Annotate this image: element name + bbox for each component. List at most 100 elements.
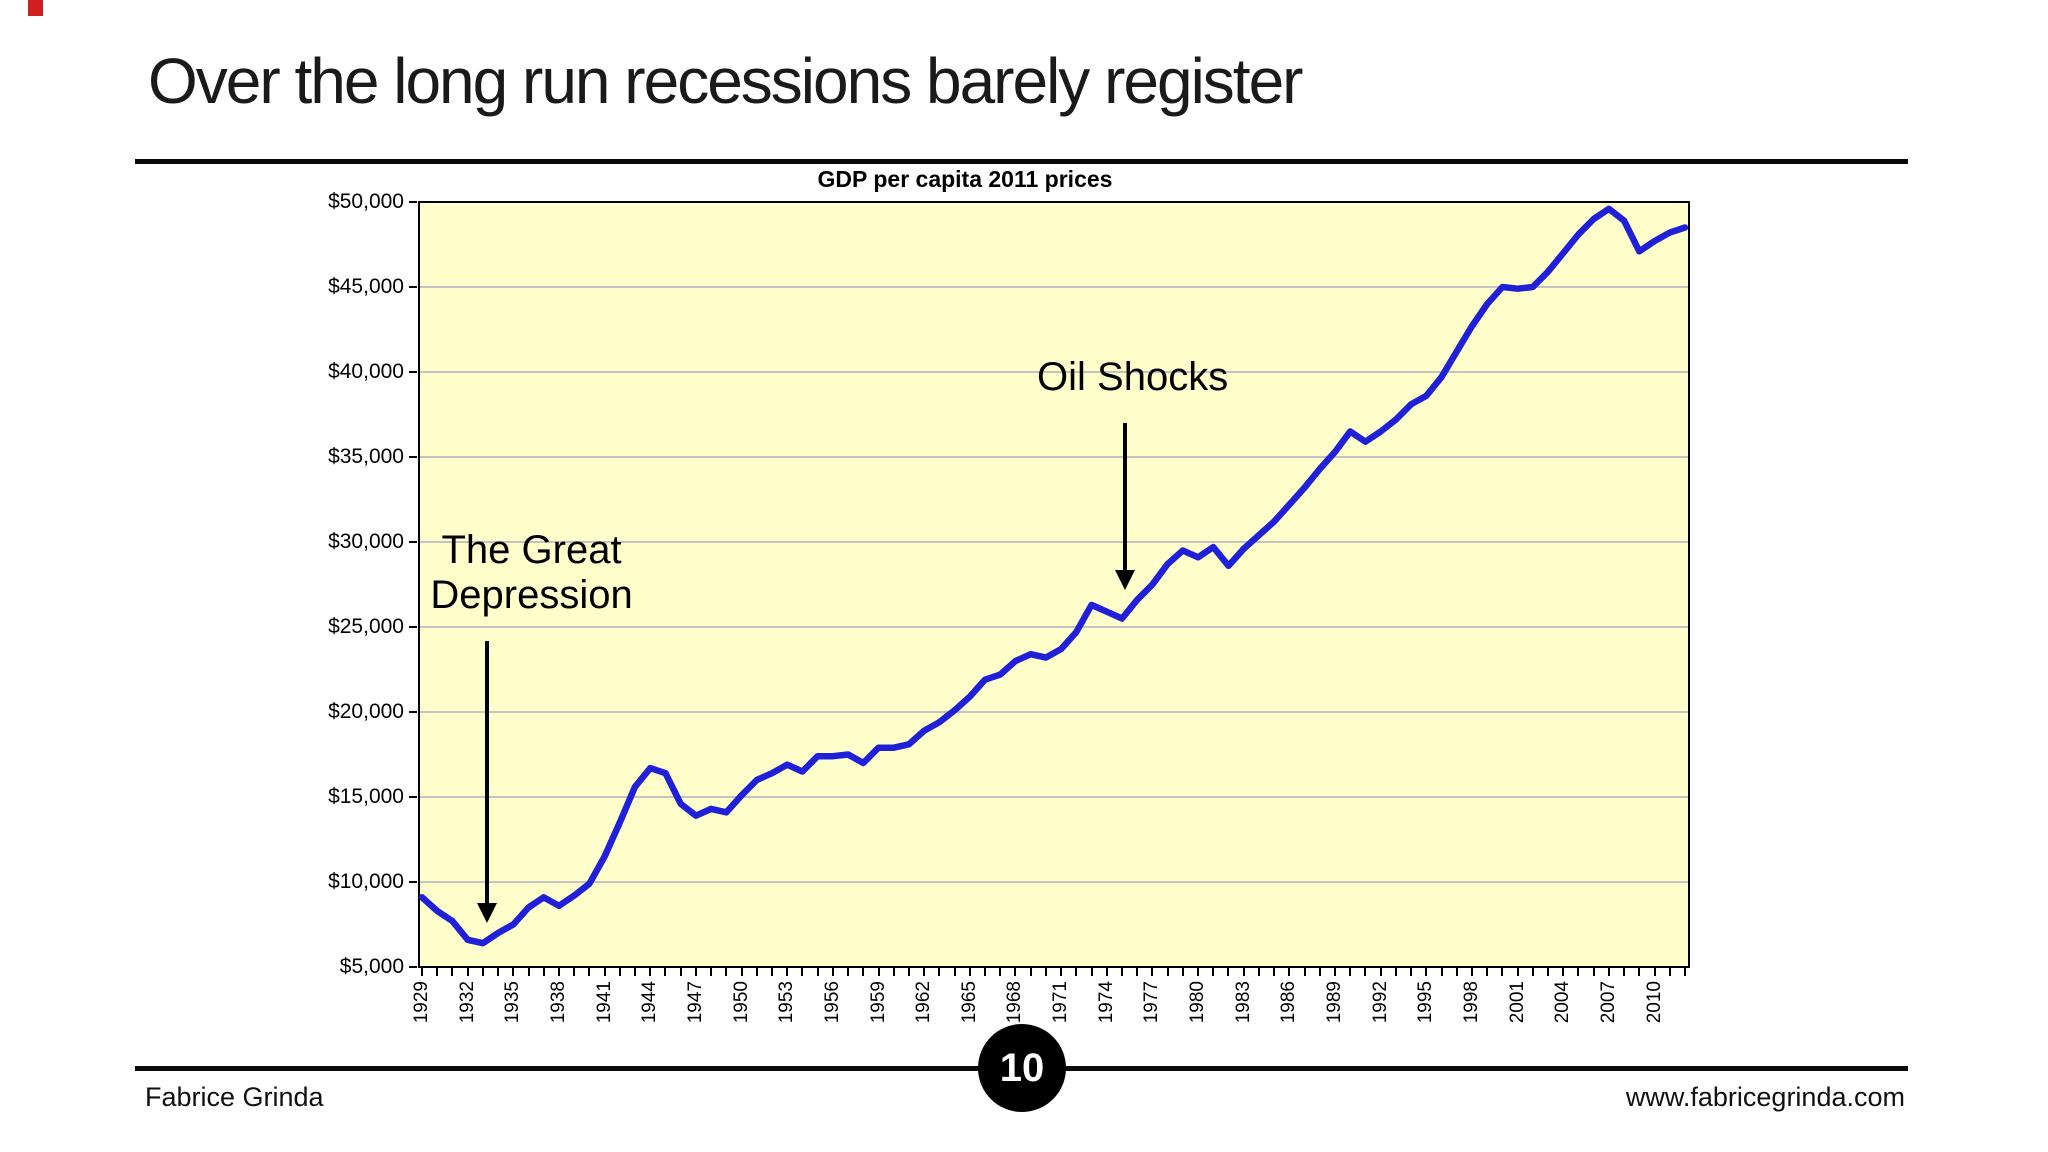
y-axis-label: $35,000	[328, 445, 404, 468]
x-axis-label: 2010	[1643, 981, 1665, 1024]
x-axis-tick	[1516, 968, 1519, 976]
y-axis-tick	[409, 626, 417, 628]
x-axis-tick	[831, 968, 834, 976]
x-axis-label: 1938	[547, 981, 569, 1024]
x-axis-tick	[1562, 968, 1565, 976]
x-axis-tick	[1273, 968, 1276, 976]
corner-marker-icon	[28, 0, 43, 16]
x-axis-tick	[1470, 968, 1473, 976]
x-axis-tick	[1242, 968, 1245, 976]
gridline-25000	[420, 626, 1688, 628]
y-axis-label: $30,000	[328, 530, 404, 553]
x-axis-label: 1941	[593, 981, 615, 1024]
x-axis-label: 1956	[821, 981, 843, 1024]
x-axis-tick	[557, 968, 560, 976]
x-axis-tick	[1318, 968, 1321, 976]
x-axis-tick	[1425, 968, 1428, 976]
x-axis-tick	[755, 968, 758, 976]
x-axis-tick	[1379, 968, 1382, 976]
x-axis-tick	[1531, 968, 1534, 976]
x-axis-label: 1965	[958, 981, 980, 1024]
y-axis-tick	[409, 541, 417, 543]
x-axis-tick	[588, 968, 591, 976]
x-axis-tick	[938, 968, 941, 976]
x-axis-label: 1971	[1050, 981, 1072, 1024]
x-axis-label: 1959	[867, 981, 889, 1024]
x-axis-tick	[1394, 968, 1397, 976]
x-axis-tick	[1501, 968, 1504, 976]
x-axis-label: 1947	[684, 981, 706, 1024]
y-axis-label: $40,000	[328, 360, 404, 383]
x-axis-tick	[801, 968, 804, 976]
annotation-arrow-head-1	[1115, 569, 1136, 590]
x-axis-label: 1977	[1141, 981, 1163, 1024]
x-axis-label: 1989	[1324, 981, 1345, 1024]
x-axis-tick	[877, 968, 880, 976]
x-axis-tick	[649, 968, 652, 976]
y-axis-label: $15,000	[328, 785, 404, 808]
x-axis-tick	[603, 968, 606, 976]
x-axis-tick	[1075, 968, 1078, 976]
x-axis-tick	[1303, 968, 1306, 976]
y-axis-tick	[409, 286, 417, 288]
x-axis-tick	[1592, 968, 1595, 976]
annotation-label-1: Oil Shocks	[883, 355, 1383, 400]
x-axis-tick	[694, 968, 697, 976]
slide-title: Over the long run recessions barely regi…	[148, 45, 1303, 117]
x-axis-tick	[907, 968, 910, 976]
x-axis-tick	[1120, 968, 1123, 976]
x-axis-tick	[527, 968, 530, 976]
x-axis-tick	[1638, 968, 1641, 976]
x-axis-tick	[1440, 968, 1443, 976]
x-axis-label: 1935	[502, 981, 524, 1024]
x-axis-tick	[953, 968, 956, 976]
x-axis-tick	[1653, 968, 1656, 976]
x-axis-label: 2007	[1597, 981, 1619, 1024]
x-axis-tick	[725, 968, 728, 976]
x-axis-tick	[618, 968, 621, 976]
x-axis-tick	[542, 968, 545, 976]
x-axis-label: 1950	[730, 981, 752, 1024]
gridline-45000	[420, 286, 1688, 288]
gridline-10000	[420, 881, 1688, 883]
title-divider	[135, 159, 1908, 164]
x-axis-tick	[1166, 968, 1169, 976]
y-axis-tick	[409, 201, 417, 203]
y-axis-label: $5,000	[339, 955, 404, 978]
x-axis-tick	[664, 968, 667, 976]
x-axis-tick	[1288, 968, 1291, 976]
x-axis-label: 1953	[776, 981, 798, 1024]
x-axis-tick	[1014, 968, 1017, 976]
x-axis-tick	[1060, 968, 1063, 976]
x-axis-tick	[634, 968, 637, 976]
x-axis-tick	[740, 968, 743, 976]
x-axis-tick	[770, 968, 773, 976]
x-axis-tick	[1151, 968, 1154, 976]
x-axis-tick	[1136, 968, 1139, 976]
x-axis-label: 1944	[639, 981, 661, 1024]
x-axis-tick	[466, 968, 469, 976]
x-axis-tick	[573, 968, 576, 976]
y-axis-tick	[409, 456, 417, 458]
x-axis-tick	[968, 968, 971, 976]
x-axis-label: 2004	[1552, 981, 1574, 1024]
x-axis-tick	[1227, 968, 1230, 976]
x-axis-label: 1962	[913, 981, 935, 1024]
y-axis-label: $10,000	[328, 870, 404, 893]
x-axis-tick	[1257, 968, 1260, 976]
annotation-line: Depression	[430, 572, 633, 617]
annotation-line: Oil Shocks	[1037, 355, 1229, 399]
x-axis-label: 1992	[1369, 981, 1391, 1024]
y-axis-label: $25,000	[328, 615, 404, 638]
x-axis-tick	[1486, 968, 1489, 976]
x-axis-tick	[923, 968, 926, 976]
y-axis-label: $20,000	[328, 700, 404, 723]
annotation-label-0: The Great Depression	[282, 528, 782, 618]
x-axis-tick	[1197, 968, 1200, 976]
page-number: 10	[999, 1045, 1045, 1090]
x-axis-tick	[1334, 968, 1336, 976]
x-axis-label: 1929	[411, 981, 432, 1024]
annotation-arrow-head-0	[477, 902, 498, 923]
x-axis-tick	[497, 968, 500, 976]
